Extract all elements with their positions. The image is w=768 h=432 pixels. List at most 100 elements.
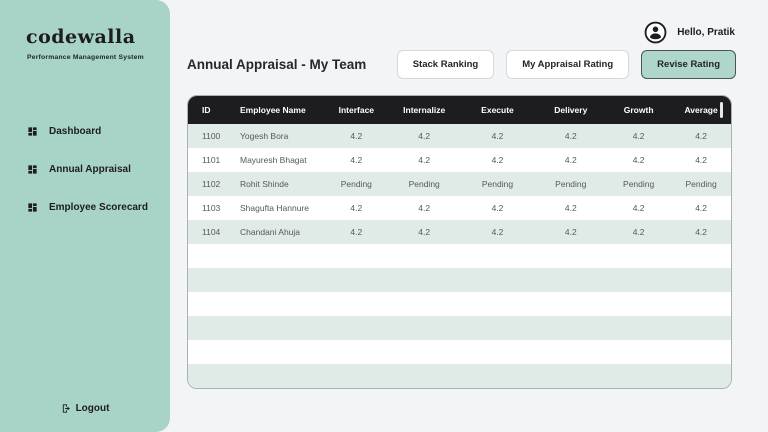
column-header-interface: Interface: [338, 105, 375, 115]
sidebar-nav: Dashboard Annual Appraisal Employee Scor…: [0, 119, 170, 220]
table-cell: 4.2: [418, 227, 431, 237]
table-row[interactable]: [188, 244, 731, 268]
table-cell: Pending: [340, 179, 372, 189]
table-cell: [606, 292, 671, 316]
dashboard-grid-icon: [27, 126, 38, 137]
app-subtitle: Performance Management System: [27, 54, 144, 61]
sidebar-item-annual-appraisal[interactable]: Annual Appraisal: [0, 157, 170, 182]
table-cell: 4.2: [564, 131, 577, 141]
table-row[interactable]: 1103 Shagufta Hannure 4.2 4.2 4.2 4.2 4.2 4.2: [188, 196, 731, 220]
sidebar-item-label: Annual Appraisal: [49, 164, 131, 175]
user-avatar-icon[interactable]: [644, 21, 667, 44]
table-row[interactable]: [188, 316, 731, 340]
table-cell: [606, 316, 671, 340]
app-logo: codewalla: [26, 26, 136, 48]
action-buttons: Stack Ranking My Appraisal Rating Revise…: [396, 49, 736, 79]
column-header-average: Average: [684, 105, 718, 115]
table-header: ID Employee Name Interface Internalize E…: [188, 96, 731, 124]
logout-icon: [61, 403, 72, 414]
revise-rating-button[interactable]: Revise Rating: [641, 49, 736, 79]
table-cell: [606, 364, 671, 388]
table-cell: [188, 268, 226, 292]
table-cell: [389, 268, 460, 292]
table-cell: 4.2: [491, 227, 504, 237]
table-cell: 4.2: [632, 203, 645, 213]
table-cell: 4.2: [491, 155, 504, 165]
table-cell: [389, 316, 460, 340]
greeting-text: Hello, Pratik: [677, 27, 735, 38]
table-cell: [389, 364, 460, 388]
table-cell: [324, 292, 389, 316]
table-cell: [606, 268, 671, 292]
table-cell: 4.2: [564, 227, 577, 237]
table-cell: 4.2: [695, 203, 708, 213]
table-scrollbar[interactable]: [720, 102, 723, 118]
table-cell: [226, 316, 324, 340]
logout-label: Logout: [75, 403, 110, 414]
table-cell: [671, 244, 731, 268]
page-title: Annual Appraisal - My Team: [187, 56, 367, 72]
table-row[interactable]: [188, 268, 731, 292]
table-cell: Pending: [408, 179, 440, 189]
table-cell: 4.2: [418, 203, 431, 213]
table-row[interactable]: [188, 292, 731, 316]
table-cell: [671, 268, 731, 292]
table-cell: 4.2: [350, 131, 363, 141]
table-cell: 4.2: [632, 155, 645, 165]
table-cell: Pending: [685, 179, 717, 189]
table-cell: Yogesh Bora: [240, 131, 289, 141]
table-cell: [188, 244, 226, 268]
sidebar-item-label: Dashboard: [49, 126, 102, 137]
table-cell: 4.2: [418, 155, 431, 165]
table-cell: [459, 364, 535, 388]
table-cell: 1104: [202, 227, 221, 237]
table-row[interactable]: 1102 Rohit Shinde Pending Pending Pending Pen…: [188, 172, 731, 196]
appraisal-table: ID Employee Name Interface Internalize E…: [187, 95, 732, 389]
table-cell: [226, 364, 324, 388]
stack-ranking-button[interactable]: Stack Ranking: [396, 49, 495, 79]
table-cell: Pending: [481, 179, 514, 189]
column-header-execute: Execute: [481, 105, 514, 115]
table-body: 1100 Yogesh Bora 4.2 4.2 4.2 4.2 4.2 4.2 1101 May…: [188, 124, 731, 388]
table-cell: Pending: [623, 179, 655, 189]
table-cell: [535, 244, 606, 268]
table-cell: 1100: [202, 131, 221, 141]
table-cell: 4.2: [632, 227, 645, 237]
my-appraisal-rating-button[interactable]: My Appraisal Rating: [506, 49, 630, 79]
table-cell: [188, 364, 226, 388]
column-header-growth: Growth: [623, 105, 654, 115]
table-cell: [188, 292, 226, 316]
table-cell: 1103: [202, 203, 221, 213]
table-row[interactable]: [188, 364, 731, 388]
table-row[interactable]: [188, 340, 731, 364]
table-cell: 4.2: [695, 131, 708, 141]
table-cell: 4.2: [418, 131, 431, 141]
table-cell: 4.2: [564, 203, 577, 213]
table-cell: [671, 292, 731, 316]
table-cell: 4.2: [491, 203, 504, 213]
column-header-internalize: Internalize: [403, 105, 446, 115]
table-cell: [606, 244, 671, 268]
table-row[interactable]: 1104 Chandani Ahuja 4.2 4.2 4.2 4.2 4.2 4.2: [188, 220, 731, 244]
table-row[interactable]: 1100 Yogesh Bora 4.2 4.2 4.2 4.2 4.2 4.2: [188, 124, 731, 148]
table-cell: Rohit Shinde: [240, 179, 289, 189]
logout-button[interactable]: Logout: [0, 403, 170, 414]
table-cell: 4.2: [350, 203, 363, 213]
table-cell: [389, 244, 460, 268]
column-header-id: ID: [202, 105, 211, 115]
table-cell: [459, 268, 535, 292]
table-cell: [671, 316, 731, 340]
table-cell: 4.2: [695, 227, 708, 237]
table-cell: [459, 244, 535, 268]
table-cell: Chandani Ahuja: [240, 227, 301, 237]
table-cell: [324, 316, 389, 340]
column-header-employee-name: Employee Name: [240, 105, 306, 115]
title-row: Annual Appraisal - My Team Stack Ranking…: [187, 49, 736, 79]
table-cell: Pending: [555, 179, 587, 189]
table-cell: [226, 340, 324, 364]
table-cell: [459, 340, 535, 364]
table-cell: [324, 340, 389, 364]
sidebar-item-dashboard[interactable]: Dashboard: [0, 119, 170, 144]
table-row[interactable]: 1101 Mayuresh Bhagat 4.2 4.2 4.2 4.2 4.2 4.2: [188, 148, 731, 172]
sidebar-item-employee-scorecard[interactable]: Employee Scorecard: [0, 195, 170, 220]
